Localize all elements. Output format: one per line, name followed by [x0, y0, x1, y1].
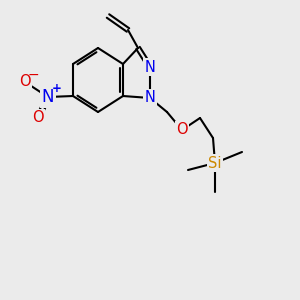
Text: Si: Si	[208, 155, 222, 170]
Text: O: O	[176, 122, 188, 137]
Text: N: N	[42, 88, 54, 106]
Text: N: N	[145, 91, 155, 106]
Text: N: N	[145, 59, 155, 74]
Text: −: −	[28, 68, 39, 82]
Text: O: O	[32, 110, 44, 125]
Text: +: +	[52, 82, 62, 95]
Text: O: O	[19, 74, 31, 89]
